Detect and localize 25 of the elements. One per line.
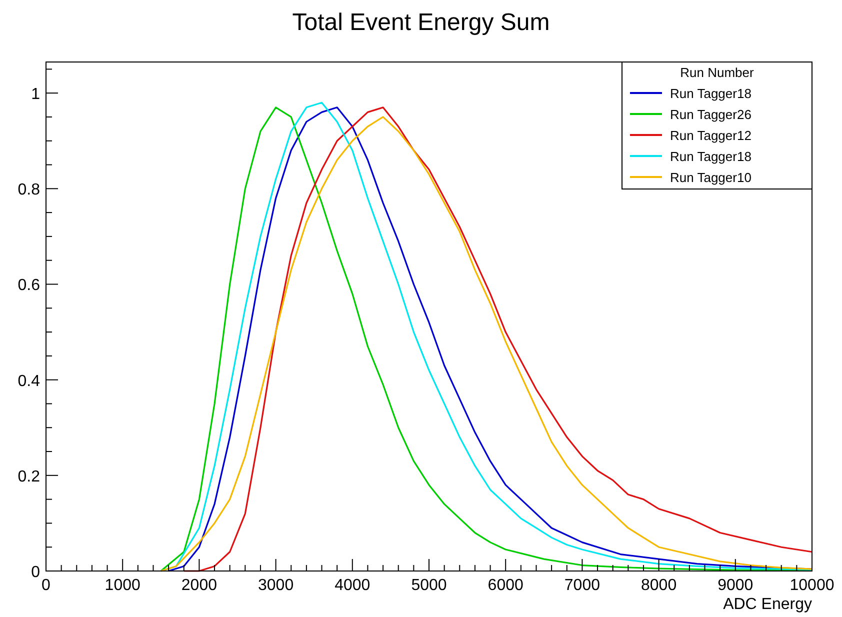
x-tick-label: 8000	[641, 577, 677, 594]
chart-title: Total Event Energy Sum	[292, 9, 550, 36]
y-tick-label: 0.4	[18, 372, 40, 390]
x-tick-label: 4000	[334, 577, 370, 594]
x-tick-label: 1000	[104, 577, 140, 594]
y-tick-label: 0.8	[18, 182, 40, 199]
y-tick-label: 0	[31, 564, 40, 581]
x-axis-title: ADC Energy	[723, 596, 812, 613]
x-tick-label: 7000	[564, 577, 600, 594]
y-tick-label: 0.6	[18, 277, 40, 294]
y-tick-label: 0.2	[18, 468, 40, 486]
x-tick-label: 2000	[181, 577, 218, 594]
legend-label: Run Tagger26	[670, 107, 752, 122]
x-tick-label: 0	[42, 577, 51, 594]
legend-title: Run Number	[680, 65, 755, 80]
x-tick-label: 9000	[718, 577, 754, 594]
y-tick-label: 1	[31, 86, 40, 104]
x-tick-label: 5000	[411, 577, 447, 594]
legend-label: Run Tagger10	[670, 170, 752, 185]
x-tick-label: 10000	[790, 577, 834, 594]
legend-label: Run Tagger18	[670, 149, 752, 164]
x-tick-label: 3000	[258, 577, 294, 594]
legend-label: Run Tagger18	[670, 86, 752, 101]
legend-label: Run Tagger12	[670, 128, 752, 143]
x-tick-label: 6000	[488, 577, 524, 594]
